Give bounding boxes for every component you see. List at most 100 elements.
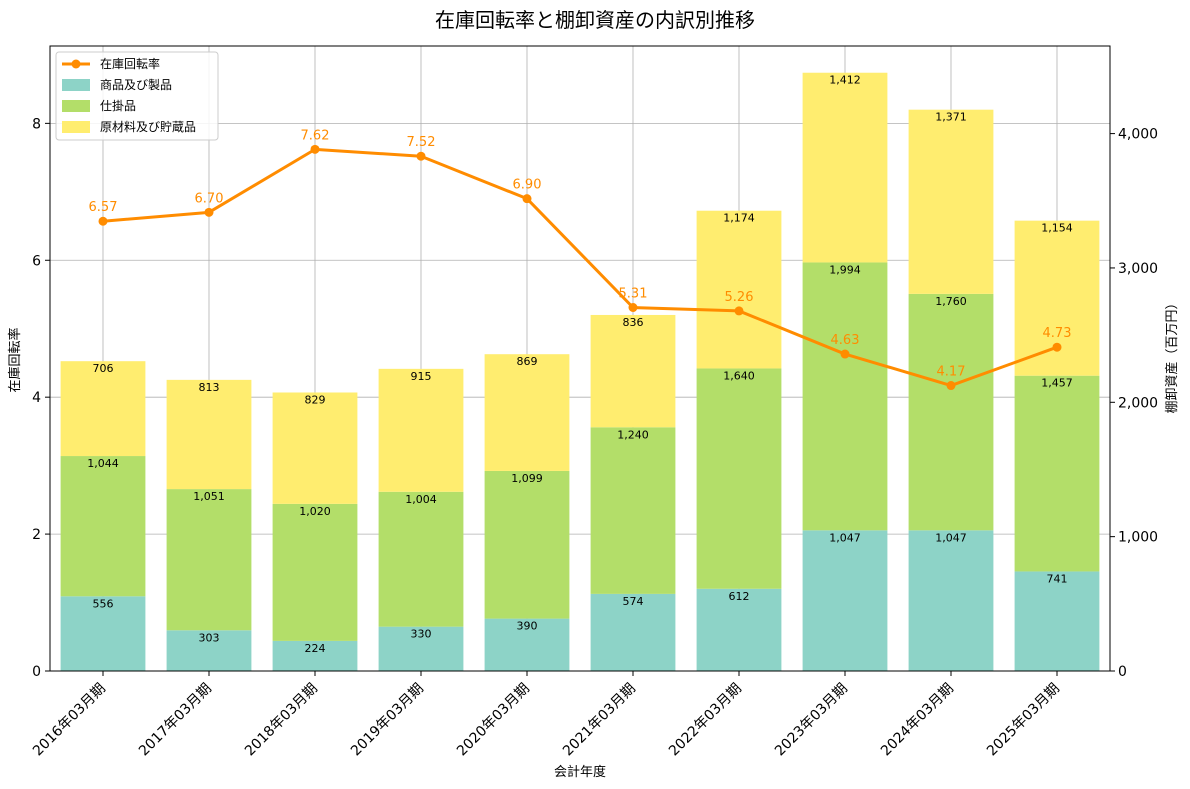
bar-value-label: 1,640 <box>723 369 755 382</box>
legend-point-marker <box>71 59 81 69</box>
x-tick-label: 2020年03月期 <box>454 681 533 760</box>
line-value-label: 6.70 <box>195 191 224 206</box>
y-axis-right-label: 棚卸資産（百万円） <box>1164 296 1180 413</box>
y-left-tick-label: 4 <box>32 390 41 406</box>
line-value-label: 6.57 <box>89 200 118 215</box>
bar-value-label: 1,047 <box>829 531 861 544</box>
bar-value-label: 303 <box>199 631 220 644</box>
bar-segment <box>696 368 782 589</box>
bar-segment <box>696 210 782 369</box>
x-tick-label: 2019年03月期 <box>348 681 427 760</box>
bar-value-label: 813 <box>199 381 220 394</box>
bar-value-label: 706 <box>93 362 114 375</box>
bar-value-label: 1,099 <box>511 472 543 485</box>
bar-segment <box>590 314 676 428</box>
line-value-label: 7.62 <box>301 128 330 143</box>
bar-value-label: 1,044 <box>87 457 119 470</box>
y-left-tick-label: 0 <box>32 664 41 680</box>
bar-value-label: 829 <box>305 393 326 406</box>
y-right-tick-label: 2,000 <box>1118 395 1158 411</box>
y-left-tick-label: 8 <box>32 116 41 132</box>
bar-segment <box>60 361 146 457</box>
legend-entry: 仕掛品 <box>100 98 136 113</box>
y-right-tick-label: 0 <box>1118 664 1127 680</box>
bar-value-label: 1,051 <box>193 490 225 503</box>
legend-swatch <box>62 79 90 91</box>
bar-value-label: 224 <box>305 642 326 655</box>
x-tick-label: 2024年03月期 <box>878 681 957 760</box>
bar-segment <box>1014 375 1100 572</box>
line-value-label: 4.73 <box>1043 326 1072 341</box>
line-point <box>98 216 108 226</box>
bar-value-label: 1,994 <box>829 263 861 276</box>
x-tick-label: 2021年03月期 <box>560 681 639 760</box>
bar-segment <box>272 392 358 504</box>
bar-value-label: 915 <box>411 370 432 383</box>
line-value-label: 5.31 <box>619 287 648 302</box>
y-right-tick-label: 1,000 <box>1118 530 1158 546</box>
line-value-label: 6.90 <box>513 178 542 193</box>
line-point <box>946 381 956 391</box>
line-point <box>1052 342 1062 352</box>
line-point <box>734 306 744 316</box>
bar-value-label: 1,047 <box>935 531 967 544</box>
bar-segment <box>484 470 570 619</box>
y-right-tick-label: 4,000 <box>1118 127 1158 143</box>
x-tick-label: 2025年03月期 <box>984 681 1063 760</box>
bar-segment <box>166 379 252 490</box>
bar-segment <box>1014 220 1100 376</box>
y-axis-left-label: 在庫回転率 <box>7 327 23 392</box>
y-right-tick-label: 3,000 <box>1118 261 1158 277</box>
bar-value-label: 556 <box>93 597 114 610</box>
line-point <box>204 207 214 217</box>
y-left-tick-label: 6 <box>32 253 41 269</box>
bar-value-label: 574 <box>623 595 644 608</box>
bar-segment <box>908 530 994 671</box>
bar-segment <box>378 368 464 492</box>
bar-value-label: 1,154 <box>1041 222 1073 235</box>
x-tick-label: 2017年03月期 <box>136 681 215 760</box>
bar-labels: 556 1,044 706 303 1,051 813 224 1,020 829 330 1,00… <box>87 74 1073 655</box>
legend-entry: 原材料及び貯蔵品 <box>100 120 196 134</box>
chart-title: 在庫回転率と棚卸資産の内訳別推移 <box>435 8 755 32</box>
x-tick-label: 2016年03月期 <box>30 681 109 760</box>
bar-value-label: 1,760 <box>935 295 967 308</box>
bar-value-label: 869 <box>517 355 538 368</box>
bar-segment <box>60 456 146 597</box>
bar-value-label: 612 <box>729 590 750 603</box>
bar-segment <box>590 427 676 594</box>
bar-segment <box>378 491 464 627</box>
line-point <box>522 194 532 204</box>
x-tick-label: 2018年03月期 <box>242 681 321 760</box>
bar-segment <box>272 503 358 641</box>
bar-segment <box>908 293 994 531</box>
bar-value-label: 1,020 <box>299 505 331 518</box>
line-value-label: 4.17 <box>937 365 966 380</box>
bar-segment <box>802 530 888 671</box>
bar-segment <box>378 626 464 671</box>
bar-value-label: 836 <box>623 316 644 329</box>
legend-entry: 在庫回転率 <box>100 56 160 71</box>
legend-entry: 商品及び製品 <box>100 77 172 92</box>
line-point <box>840 349 850 359</box>
x-tick-label: 2023年03月期 <box>772 681 851 760</box>
legend-box <box>55 51 219 141</box>
bar-segment <box>802 72 888 263</box>
x-tick-label: 2022年03月期 <box>666 681 745 760</box>
bar-value-label: 390 <box>517 620 538 633</box>
bar-segment <box>272 640 358 671</box>
bar-value-label: 1,371 <box>935 111 967 124</box>
legend-swatch <box>62 100 90 112</box>
x-axis-label: 会計年度 <box>554 764 606 780</box>
line-path <box>102 147 1058 388</box>
bar-segment <box>590 593 676 671</box>
plot-frame <box>49 45 1111 672</box>
bar-segment <box>696 588 782 671</box>
bar-segment <box>908 109 994 294</box>
bar-segment <box>802 262 888 531</box>
legend-swatch <box>62 121 90 133</box>
bar-value-label: 1,174 <box>723 212 755 225</box>
bars <box>60 72 1100 671</box>
bar-value-label: 1,240 <box>617 428 649 441</box>
